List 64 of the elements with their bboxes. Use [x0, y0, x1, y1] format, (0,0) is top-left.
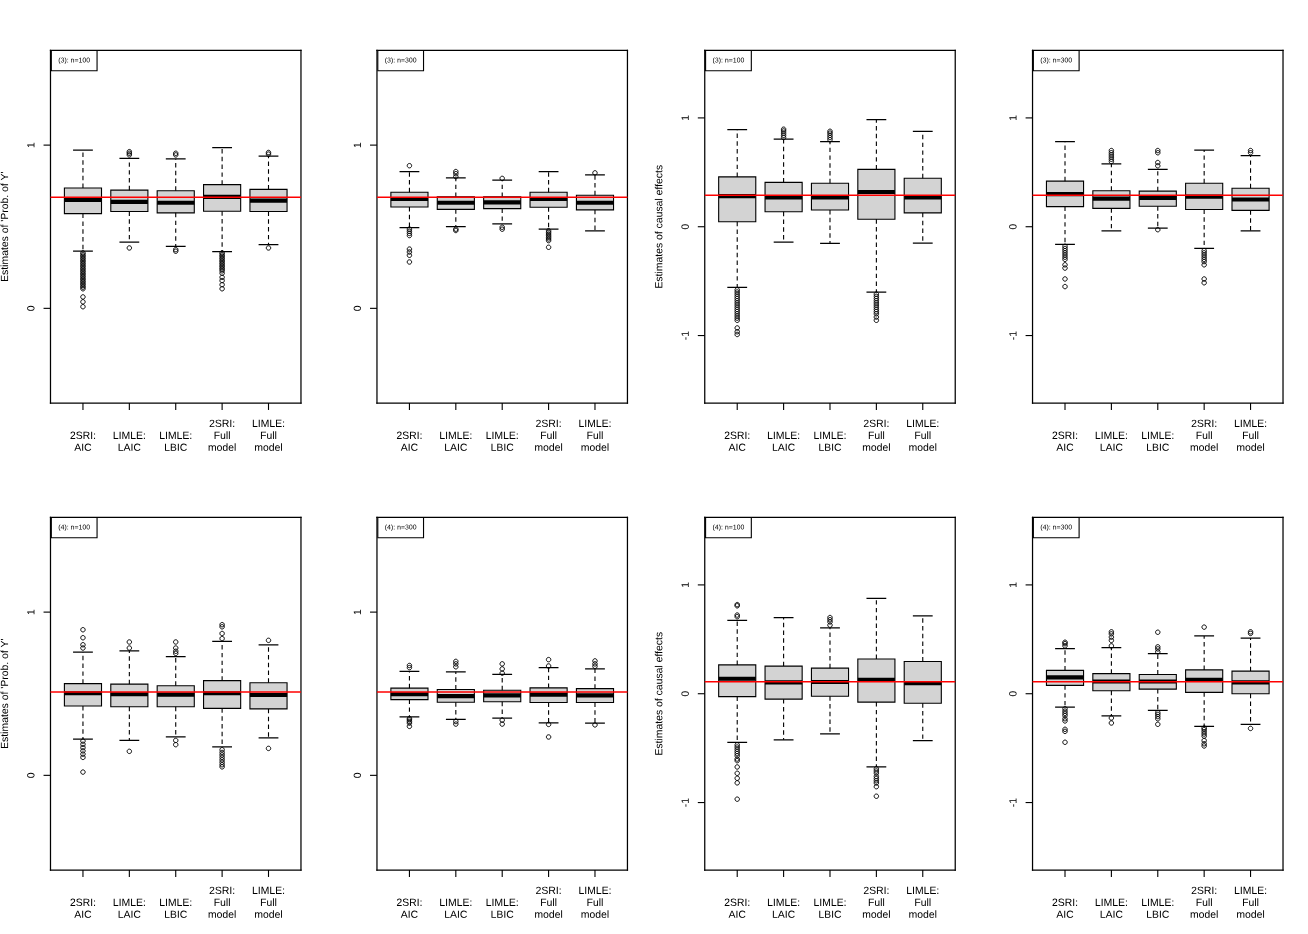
x-tick-label: 2SRI: Full model: [535, 886, 563, 918]
y-tick-label: 1: [681, 582, 689, 588]
x-tick-label: LIMLE: Full model: [252, 419, 285, 451]
x-tick-label: 2SRI: Full model: [208, 886, 236, 918]
x-tick-label: LIMLE: Full model: [1234, 419, 1267, 451]
y-tick-label: 0: [27, 305, 35, 311]
y-tick-label: 1: [681, 115, 689, 121]
y-tick-label: -1: [1009, 331, 1017, 340]
x-tick-label: 2SRI: AIC: [724, 431, 750, 451]
x-tick-label: LIMLE: Full model: [907, 419, 939, 451]
y-tick-label: 0: [1009, 691, 1017, 697]
y-tick-label: 0: [353, 772, 362, 778]
x-tick-label: LIMLE: LBIC: [486, 898, 518, 918]
x-tick-label: 2SRI: AIC: [1052, 898, 1078, 918]
x-tick-label: 2SRI: Full model: [1190, 419, 1218, 451]
x-tick-label: LIMLE: Full model: [579, 886, 611, 918]
x-tick-label: LIMLE: LAIC: [767, 898, 800, 918]
x-tick-label: LIMLE: LBIC: [160, 431, 192, 451]
y-axis-title: Estimates of causal effects: [654, 165, 663, 288]
x-tick-label: LIMLE: LAIC: [440, 898, 472, 918]
x-tick-label: LIMLE: LAIC: [767, 431, 800, 451]
x-tick-label: LIMLE: LAIC: [440, 431, 472, 451]
x-tick-label: 2SRI: Full model: [208, 419, 236, 451]
x-tick-label: 2SRI: AIC: [396, 898, 422, 918]
x-tick-label: LIMLE: LAIC: [1095, 898, 1127, 918]
x-tick-label: LIMLE: LBIC: [1142, 898, 1174, 918]
y-tick-label: 1: [353, 609, 361, 615]
x-tick-label: 2SRI: AIC: [70, 898, 96, 918]
x-tick-label: 2SRI: AIC: [396, 431, 422, 451]
x-tick-label: LIMLE: Full model: [579, 419, 611, 451]
x-tick-label: LIMLE: LAIC: [113, 898, 145, 918]
x-tick-label: LIMLE: LBIC: [160, 898, 192, 918]
x-tick-label: LIMLE: LAIC: [113, 431, 145, 451]
x-tick-label: 2SRI: Full model: [862, 419, 890, 451]
y-axis-title: Estimates of 'Prob. of Y': [0, 172, 9, 282]
x-tick-label: LIMLE: Full model: [907, 886, 939, 918]
x-tick-label: 2SRI: AIC: [1052, 431, 1078, 451]
y-tick-label: 0: [1009, 224, 1017, 230]
x-tick-label: LIMLE: LBIC: [1142, 431, 1174, 451]
y-tick-label: 1: [27, 609, 35, 615]
x-tick-label: 2SRI: Full model: [535, 419, 563, 451]
y-tick-label: 0: [681, 691, 689, 697]
x-tick-label: LIMLE: Full model: [252, 886, 285, 918]
y-tick-label: -1: [681, 798, 689, 807]
x-tick-label: 2SRI: Full model: [1190, 886, 1218, 918]
x-tick-label: LIMLE: LBIC: [486, 431, 518, 451]
y-tick-label: -1: [1009, 798, 1017, 807]
x-tick-label: 2SRI: AIC: [70, 431, 96, 451]
y-axis-title: Estimates of 'Prob. of Y': [0, 639, 9, 749]
y-tick-label: 0: [353, 305, 362, 311]
y-tick-label: -1: [681, 331, 689, 340]
y-tick-label: 0: [27, 772, 35, 778]
y-tick-label: 1: [353, 142, 361, 148]
y-tick-label: 1: [27, 142, 35, 148]
x-tick-label: LIMLE: LBIC: [814, 431, 846, 451]
x-tick-label: LIMLE: LAIC: [1095, 431, 1127, 451]
y-tick-label: 1: [1009, 582, 1017, 588]
y-tick-label: 0: [681, 224, 689, 230]
y-axis-title: Estimates of causal effects: [654, 632, 663, 755]
x-tick-label: 2SRI: Full model: [862, 886, 890, 918]
x-tick-label: LIMLE: LBIC: [814, 898, 846, 918]
x-tick-label: LIMLE: Full model: [1234, 886, 1267, 918]
x-tick-label: 2SRI: AIC: [724, 898, 750, 918]
y-tick-label: 1: [1009, 115, 1017, 121]
